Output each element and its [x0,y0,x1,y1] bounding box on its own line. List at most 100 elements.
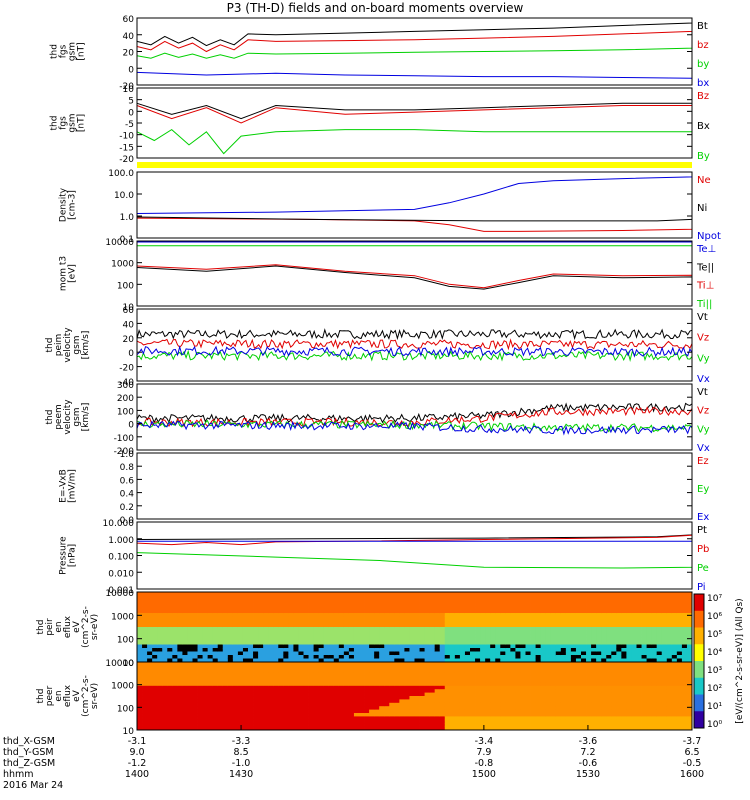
spectrogram-cell [505,623,511,628]
spectrogram-cell [237,692,244,697]
spectrogram-cell [308,641,314,645]
spectrogram-cell [686,592,693,596]
spectrogram-cell [399,592,405,596]
spectrogram-cell [470,706,476,710]
spectrogram-cell [308,675,314,680]
spectrogram-cell [364,706,370,710]
spectrogram-cell [570,630,577,635]
legend-entry: bz [697,40,709,51]
spectrogram-cell [530,627,536,631]
spectrogram-cell [343,627,350,631]
y-tick-label: -15 [119,143,134,153]
spectrogram-cell [253,689,259,693]
spectrogram-cell [434,702,441,707]
spectrogram-cell [530,606,536,610]
x-tick-label: 7.2 [580,747,595,758]
spectrogram-cell [389,595,395,600]
spectrogram-cell [147,675,153,680]
spectrogram-cell [611,689,617,693]
spectrogram-cell [581,713,587,717]
spectrogram-cell [480,696,486,700]
spectrogram-cell [666,726,673,731]
spectrogram-cell [323,726,330,731]
spectrogram-cell [666,699,673,704]
spectrogram-cell [389,726,395,731]
spectrogram-cell [348,685,355,690]
spectrogram-cell [621,648,627,652]
spectrogram-cell [449,723,456,727]
spectrogram-cell [510,606,516,610]
spectrogram-cell [187,609,193,614]
spectrogram-cell [545,592,552,596]
spectrogram-cell [681,675,688,680]
spectrogram-cell [530,630,536,635]
spectrogram-cell [212,630,219,635]
spectrogram-cell [333,706,340,710]
spectrogram-cell [464,641,471,645]
spectrogram-cell [343,644,350,649]
spectrogram-cell [444,623,451,628]
spectrogram-cell [182,679,188,683]
spectrogram-cell [379,630,385,635]
colorbar-segment [694,694,704,712]
spectrogram-cell [202,658,209,663]
spectrogram-cell [389,609,395,614]
spectrogram-cell [288,634,294,638]
spectrogram-cell [162,685,168,690]
spectrogram-cell [616,726,622,731]
spectrogram-cell [303,685,309,690]
y-axis-label: [nT] [77,114,87,132]
spectrogram-cell [490,699,496,704]
spectrogram-cell [681,644,688,649]
spectrogram-cell [399,672,405,676]
spectrogram-cell [555,620,562,624]
spectrogram-cell [419,630,425,635]
spectrogram-cell [353,713,360,717]
spectrogram-cell [586,595,592,600]
spectrogram-cell [631,679,637,683]
spectrogram-cell [374,637,380,642]
spectrogram-cell [686,726,693,731]
spectrogram-cell [288,641,294,645]
spectrogram-cell [515,606,521,610]
spectrogram-cell [399,726,405,731]
spectrogram-cell [601,702,607,707]
spectrogram-cell [495,623,501,628]
spectrogram-cell [525,713,531,717]
spectrogram-cell [298,641,304,645]
spectrogram-cell [439,634,446,638]
spectrogram-cell [449,637,456,642]
spectrogram-cell [520,627,526,631]
spectrogram-cell [545,662,552,666]
spectrogram-cell [631,713,637,717]
spectrogram-cell [490,689,496,693]
spectrogram-cell [353,679,360,683]
spectrogram-cell [480,592,486,596]
spectrogram-cell [177,709,183,714]
spectrogram-cell [389,682,395,687]
spectrogram-cell [147,689,153,693]
spectrogram-cell [404,662,410,666]
spectrogram-cell [611,641,617,645]
spectrogram-cell [480,713,486,717]
spectrogram-cell [303,655,309,659]
spectrogram-cell [545,609,552,614]
spectrogram-cell [293,655,299,659]
spectrogram-cell [167,609,173,614]
spectrogram-cell [248,699,254,704]
spectrogram-cell [535,658,542,663]
spectrogram-cell [681,592,688,596]
spectrogram-cell [530,665,536,670]
spectrogram-cell [646,702,653,707]
spectrogram-cell [485,651,491,656]
spectrogram-cell [444,658,451,663]
spectrogram-cell [303,675,309,680]
spectrogram-cell [520,644,526,649]
spectrogram-cell [419,658,425,663]
spectrogram-cell [308,682,314,687]
spectrogram-cell [192,672,198,676]
spectrogram-cell [237,709,244,714]
spectrogram-cell [258,595,264,600]
spectrogram-cell [661,696,668,700]
spectrogram-cell [454,675,461,680]
